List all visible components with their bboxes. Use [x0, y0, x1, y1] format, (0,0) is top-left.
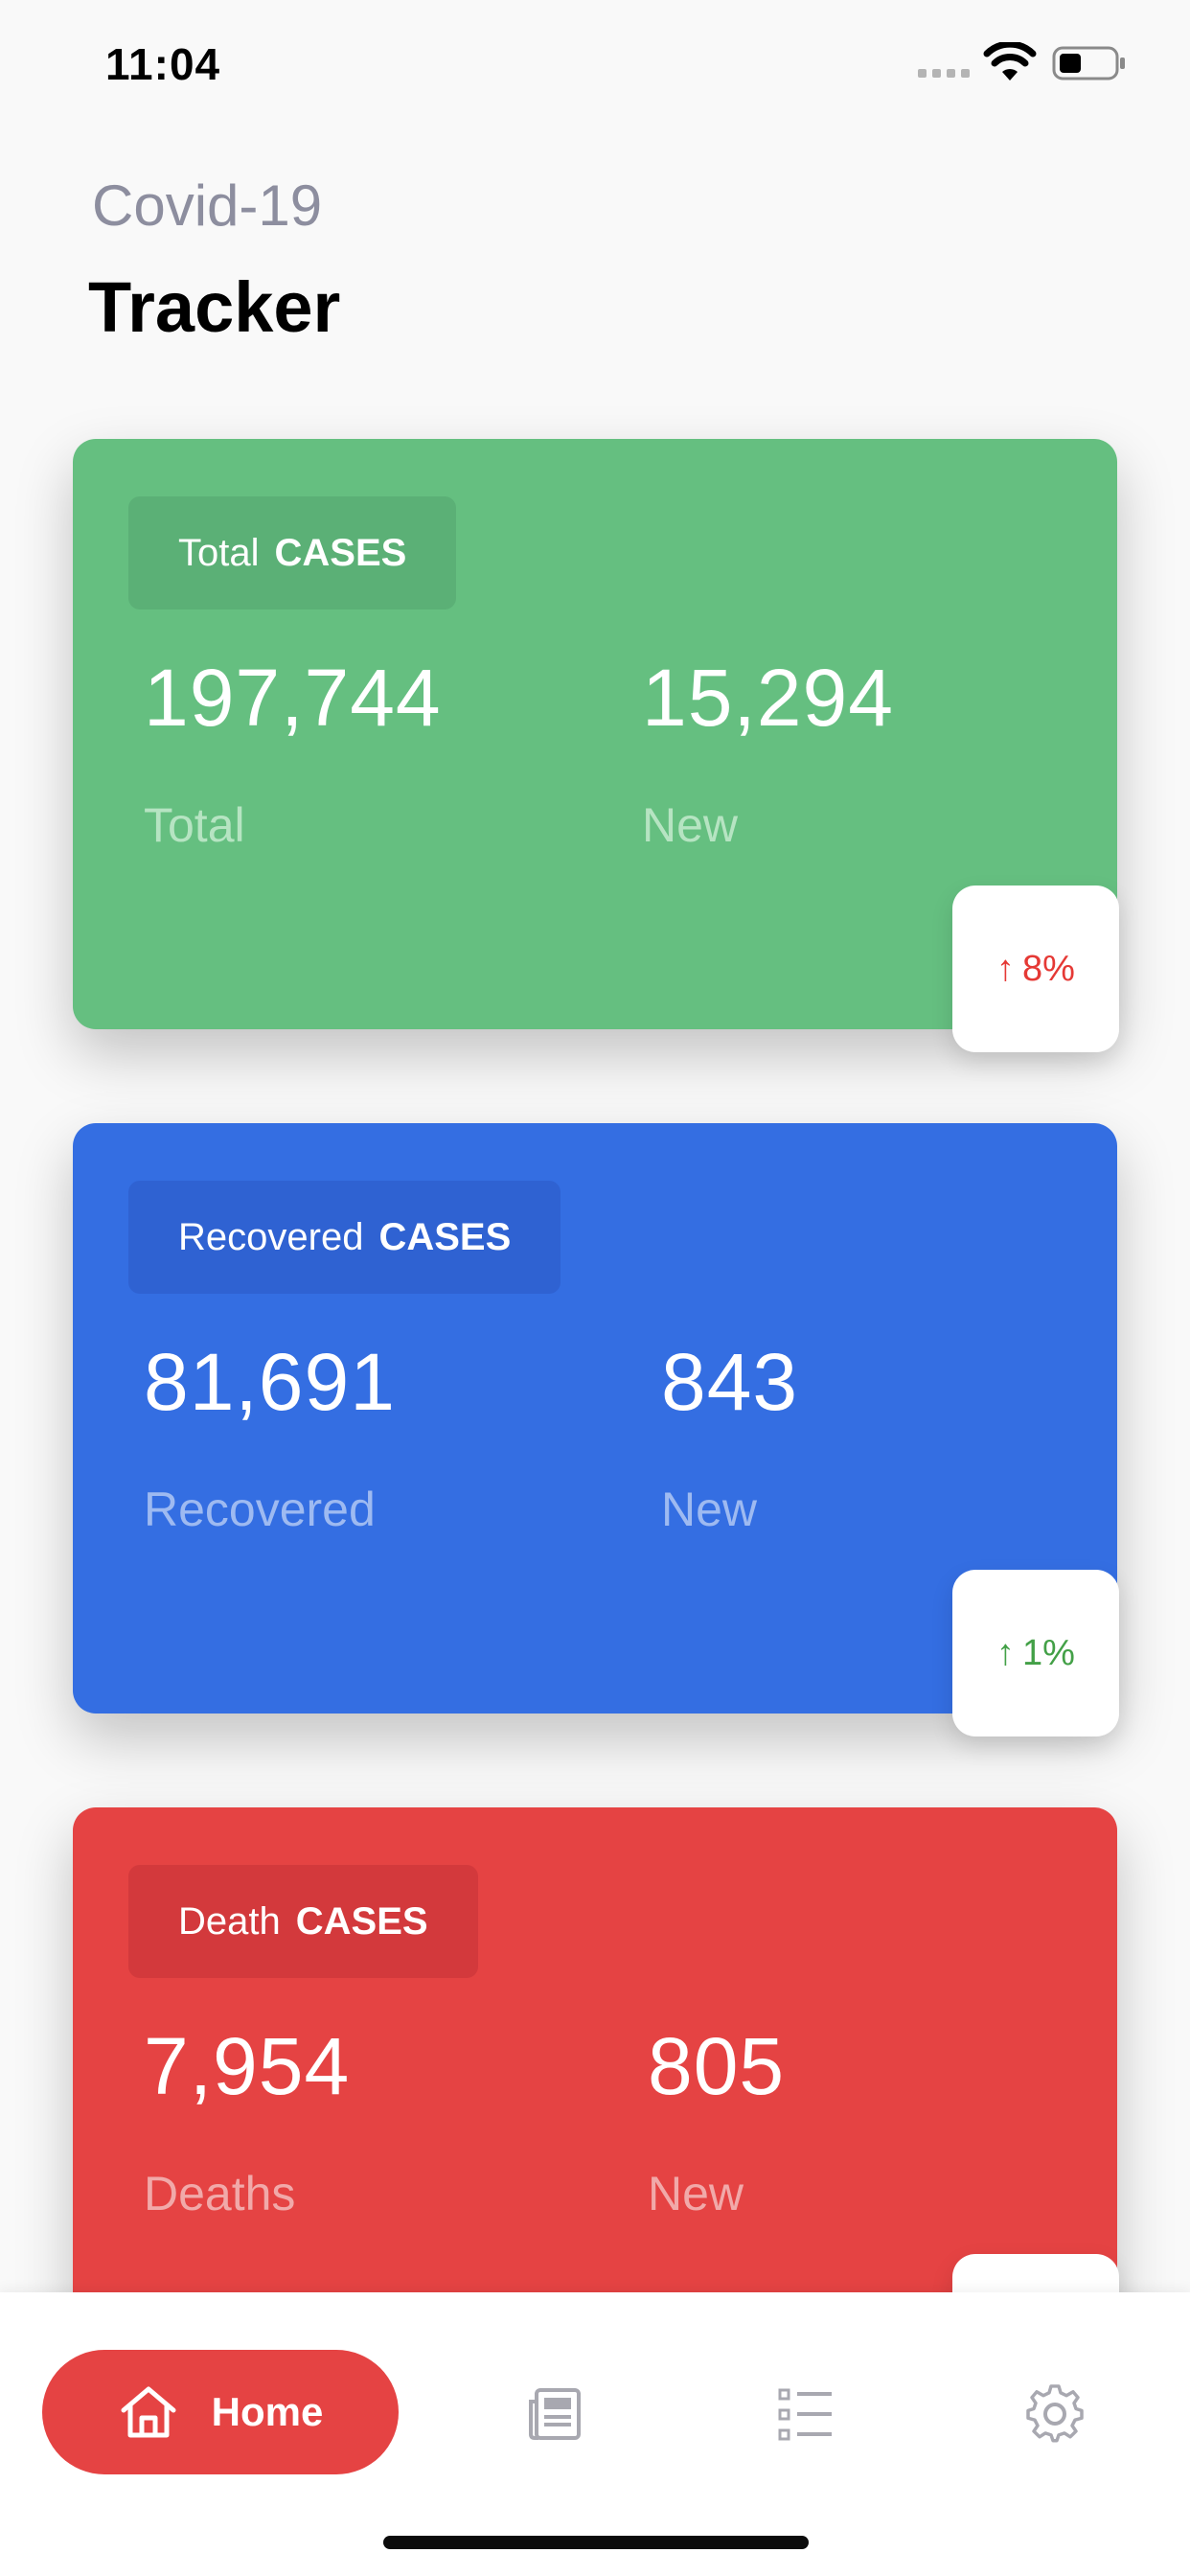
recovered-value: 81,691 — [144, 1337, 396, 1427]
list-icon[interactable] — [776, 2384, 835, 2444]
total-label: Total — [144, 798, 245, 852]
cellular-signal-icon — [918, 69, 972, 79]
arrow-up-icon: ↑ — [996, 948, 1016, 989]
battery-icon — [1052, 46, 1125, 80]
card-category-pill: Total CASES — [128, 496, 457, 610]
card-category-strong: CASES — [274, 531, 407, 574]
change-badge: ↑ 8% — [952, 886, 1119, 1052]
total-value: 197,744 — [144, 653, 442, 743]
total-cases-card[interactable]: Total CASES 197,744 Total 15,294 New ↑ 8… — [73, 439, 1119, 1052]
recovered-cases-card[interactable]: Recovered CASES 81,691 Recovered 843 New… — [73, 1123, 1119, 1736]
change-percent: 1% — [1022, 1632, 1075, 1673]
new-label: New — [642, 798, 739, 852]
home-indicator[interactable] — [383, 2536, 809, 2549]
new-value: 805 — [648, 2021, 786, 2111]
card-category-strong: CASES — [295, 1899, 428, 1943]
new-label: New — [648, 2167, 744, 2220]
change-percent: 8% — [1022, 948, 1075, 989]
nav-home-button[interactable]: Home — [42, 2350, 399, 2474]
status-bar: 11:04 — [0, 0, 1190, 125]
card-category-label: Recovered — [178, 1215, 364, 1258]
status-time: 11:04 — [105, 39, 221, 89]
change-badge: ↑ 1% — [952, 1570, 1119, 1736]
newspaper-icon[interactable] — [527, 2384, 586, 2444]
card-category-pill: Recovered CASES — [128, 1181, 561, 1294]
deaths-label: Deaths — [144, 2167, 296, 2220]
card-category-label: Death — [178, 1899, 281, 1943]
home-icon — [121, 2386, 176, 2438]
card-category-pill: Death CASES — [128, 1865, 478, 1978]
header-subtitle: Covid-19 — [92, 173, 323, 238]
page-title: Tracker — [88, 267, 341, 347]
new-value: 15,294 — [642, 653, 894, 743]
new-label: New — [661, 1483, 758, 1536]
card-category-label: Total — [178, 531, 260, 574]
deaths-value: 7,954 — [144, 2021, 351, 2111]
wifi-icon — [983, 42, 1037, 80]
new-value: 843 — [661, 1337, 799, 1427]
nav-home-label: Home — [211, 2389, 324, 2434]
arrow-up-icon: ↑ — [996, 1632, 1016, 1673]
bottom-navigation: Home — [0, 2292, 1190, 2576]
gear-icon[interactable] — [1025, 2384, 1085, 2444]
recovered-label: Recovered — [144, 1483, 376, 1536]
card-category-strong: CASES — [378, 1215, 512, 1258]
